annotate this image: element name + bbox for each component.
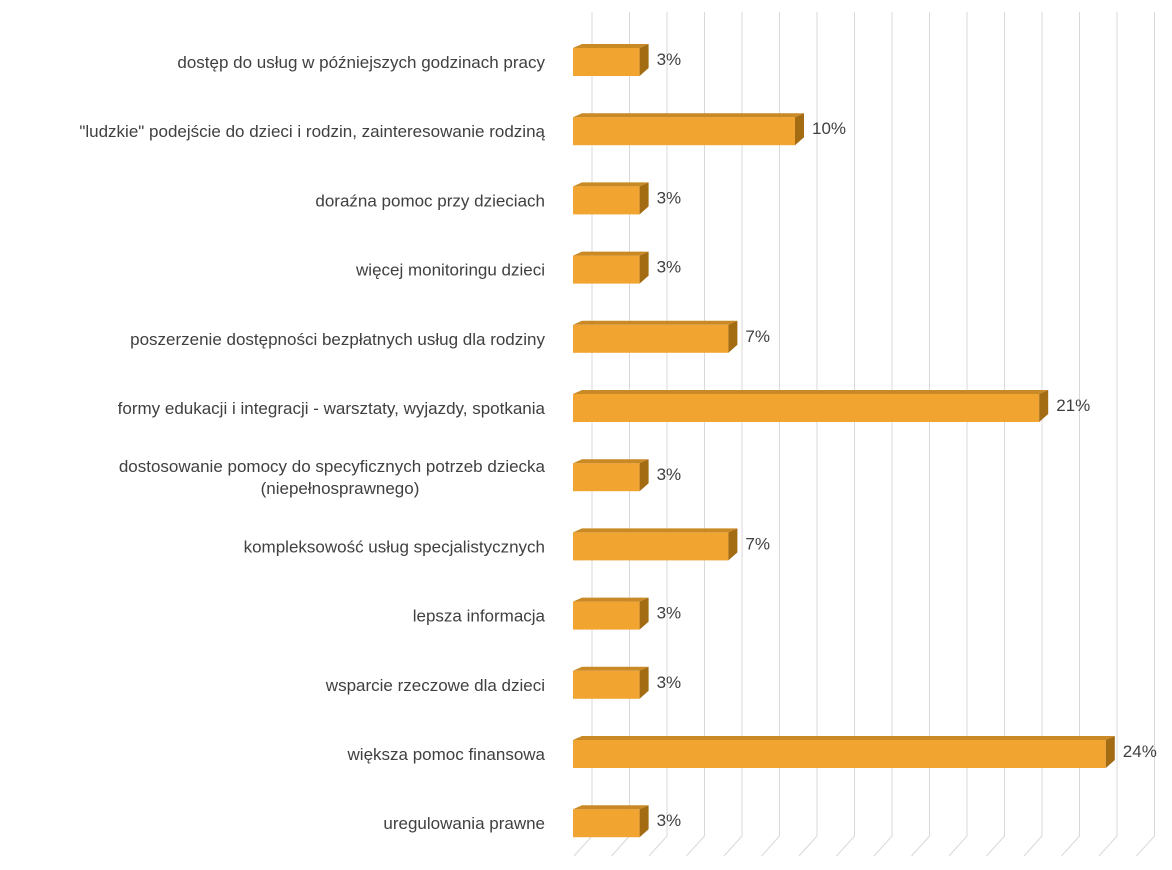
grid-line — [648, 12, 668, 857]
value-labels: 3% 10% 3% 3% 7% 21% 3% 7% 3% 3% 24% 3% — [657, 50, 1157, 830]
bar-top-face — [573, 182, 649, 187]
data-label: 24% — [1123, 742, 1157, 761]
bar-top-face — [573, 390, 1049, 394]
bar-top-face — [573, 44, 649, 48]
data-label: 3% — [657, 188, 682, 207]
category-label: więcej monitoringu dzieci — [355, 261, 545, 280]
bar-side-face — [728, 320, 738, 353]
data-label: 3% — [657, 673, 682, 692]
bar-top-face — [573, 736, 1115, 740]
bar — [573, 670, 640, 699]
bar-top-face — [573, 459, 649, 464]
bar — [573, 255, 640, 284]
bar — [573, 117, 795, 146]
category-label: uregulowania prawne — [383, 814, 545, 833]
bar — [573, 324, 729, 353]
category-label: (niepełnosprawnego) — [261, 479, 420, 498]
bar — [573, 532, 729, 561]
category-labels: dostęp do usług w późniejszych godzinach… — [79, 53, 545, 833]
category-label: poszerzenie dostępności bezpłatnych usłu… — [130, 330, 545, 349]
bar-top-face — [573, 251, 649, 256]
bar — [573, 394, 1040, 422]
bar-side-face — [1105, 736, 1115, 768]
bar-side-face — [639, 251, 649, 284]
data-label: 3% — [657, 258, 682, 277]
bar — [573, 186, 640, 215]
category-label: formy edukacji i integracji - warsztaty,… — [118, 399, 546, 418]
bar-side-face — [639, 805, 649, 838]
bar-top-face — [573, 805, 649, 810]
category-label: dostęp do usług w późniejszych godzinach… — [177, 53, 545, 72]
bar-side-face — [728, 528, 738, 561]
category-label: większa pomoc finansowa — [347, 745, 546, 764]
data-label: 3% — [657, 604, 682, 623]
data-label: 3% — [657, 50, 682, 69]
bar — [573, 809, 640, 838]
category-label: lepsza informacja — [413, 607, 546, 626]
data-label: 21% — [1056, 396, 1090, 415]
data-label: 3% — [657, 465, 682, 484]
bar-top-face — [573, 597, 649, 602]
bar-top-face — [573, 113, 804, 118]
bar-side-face — [639, 182, 649, 215]
bar-side-face — [639, 666, 649, 699]
grid-line — [948, 12, 968, 857]
bar — [573, 601, 640, 630]
bar — [573, 463, 640, 492]
bar — [573, 48, 640, 76]
category-label: doraźna pomoc przy dzieciach — [315, 191, 545, 210]
data-label: 3% — [657, 811, 682, 830]
bar — [573, 740, 1106, 768]
bars — [573, 44, 1115, 838]
data-label: 10% — [812, 119, 846, 138]
bar-side-face — [1039, 390, 1049, 422]
grid-line — [723, 12, 743, 857]
category-label: "ludzkie" podejście do dzieci i rodzin, … — [79, 122, 545, 141]
bar-top-face — [573, 528, 738, 533]
bar-side-face — [639, 597, 649, 630]
grid-line — [911, 12, 930, 857]
grid-line — [873, 12, 893, 857]
bar-top-face — [573, 666, 649, 671]
grid-line — [836, 12, 855, 857]
category-label: dostosowanie pomocy do specyficznych pot… — [119, 457, 546, 476]
grid-line — [1136, 12, 1155, 857]
data-label: 7% — [745, 534, 770, 553]
category-label: wsparcie rzeczowe dla dzieci — [325, 676, 545, 695]
bar-side-face — [639, 459, 649, 492]
bar-top-face — [573, 320, 738, 325]
bar-side-face — [795, 113, 804, 146]
grid-line — [1061, 12, 1080, 857]
data-label: 7% — [745, 327, 770, 346]
bar-side-face — [639, 44, 649, 76]
category-label: kompleksowość usług specjalistycznych — [244, 537, 545, 556]
grid-line — [798, 12, 818, 857]
grid-line — [1098, 12, 1118, 857]
grid-line — [761, 12, 780, 857]
grid-lines — [573, 12, 1155, 857]
grid-line — [986, 12, 1005, 857]
grid-line — [686, 12, 705, 857]
grid-line — [1023, 12, 1043, 857]
